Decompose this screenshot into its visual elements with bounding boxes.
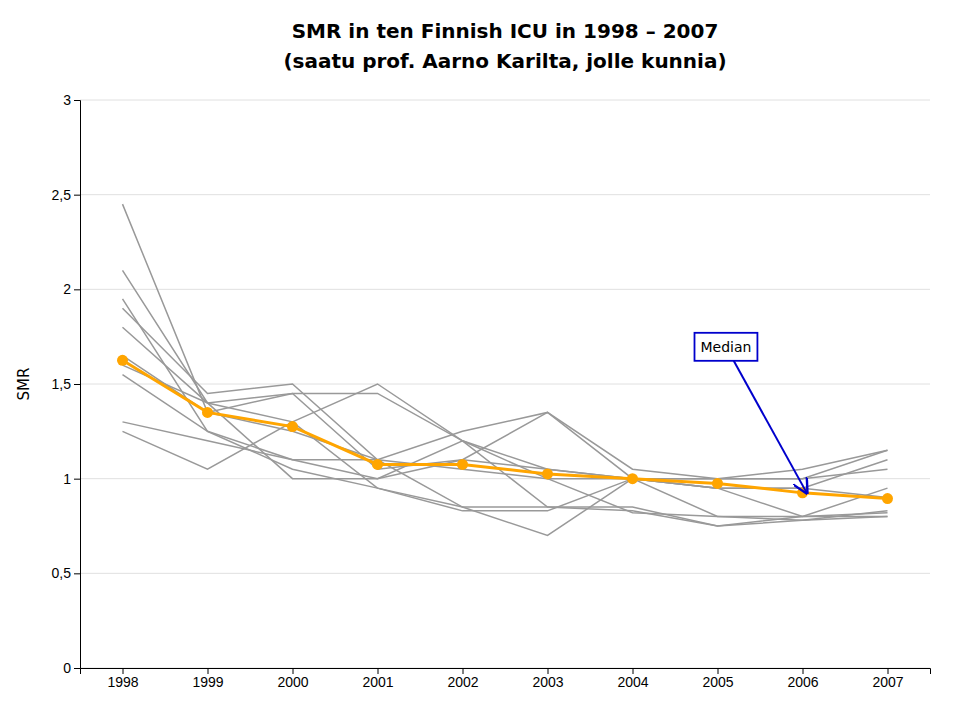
- grid-line: [80, 384, 930, 385]
- x-tick-label: 2001: [362, 674, 393, 690]
- x-axis: 1998 1999 2000 2001 2002 2003 2004 2005 2006 2007: [81, 668, 931, 690]
- grid-line: [80, 194, 930, 195]
- y-tick-label: 0,5: [52, 565, 72, 581]
- x-tick: 2005: [702, 668, 733, 690]
- x-tick-label: 1998: [107, 674, 138, 690]
- median-marker: [882, 493, 893, 504]
- x-tick-label: 2002: [447, 674, 478, 690]
- y-tick-mark: [74, 573, 80, 574]
- icu-line: [123, 422, 888, 526]
- median-marker: [117, 355, 128, 366]
- x-tick: 2003: [532, 668, 563, 690]
- y-tick: 0,5: [52, 565, 80, 581]
- icu-line: [123, 270, 888, 526]
- x-tick-label: 2005: [702, 674, 733, 690]
- x-tick-label: 2007: [872, 674, 903, 690]
- annotation-text: Median: [701, 339, 752, 355]
- median-marker: [287, 421, 298, 432]
- x-tick-label: 1999: [192, 674, 223, 690]
- median-marker: [457, 459, 468, 470]
- plot-area: [117, 204, 893, 535]
- y-tick-mark: [74, 100, 80, 101]
- grid-line: [80, 573, 930, 574]
- y-axis-title: SMR: [15, 368, 33, 401]
- x-tick: 2001: [362, 668, 393, 690]
- icu-line: [123, 308, 888, 497]
- y-tick: 2,5: [52, 187, 80, 203]
- x-tick: 2007: [872, 668, 903, 690]
- median-marker: [712, 478, 723, 489]
- x-tick-label: 2004: [617, 674, 648, 690]
- y-tick-label: 1,5: [52, 376, 72, 392]
- icu-line: [123, 375, 888, 479]
- median-marker: [372, 459, 383, 470]
- annotation: Median: [695, 333, 807, 493]
- median-marker: [542, 468, 553, 479]
- y-tick: 2: [63, 281, 80, 297]
- x-tick: 2004: [617, 668, 648, 690]
- x-tick: 2002: [447, 668, 478, 690]
- x-tick: 2006: [787, 668, 818, 690]
- y-tick: 0: [63, 660, 80, 676]
- y-tick: 1: [63, 471, 80, 487]
- title: SMR in ten Finnish ICU in 1998 – 2007: [292, 19, 719, 43]
- x-tick-label: 2003: [532, 674, 563, 690]
- subtitle: (saatu prof. Aarno Karilta, jolle kunnia…: [283, 49, 726, 73]
- median-line: [123, 360, 888, 498]
- y-tick-mark: [74, 384, 80, 385]
- y-tick-mark: [74, 479, 80, 480]
- y-tick: 1,5: [52, 376, 80, 392]
- x-tick: 2000: [277, 668, 308, 690]
- icu-line: [123, 365, 888, 516]
- annotation-box: [695, 333, 758, 361]
- annotation-arrow: [734, 361, 807, 493]
- y-tick-label: 0: [63, 660, 71, 676]
- x-tick: 1999: [192, 668, 223, 690]
- y-tick-label: 2,5: [52, 187, 72, 203]
- grid-line: [80, 100, 930, 101]
- grid-line: [80, 289, 930, 290]
- median-marker: [627, 473, 638, 484]
- x-tick-label: 2006: [787, 674, 818, 690]
- y-tick: 3: [63, 92, 80, 108]
- x-tick-label: 2000: [277, 674, 308, 690]
- icu-line: [123, 327, 888, 478]
- icu-line: [123, 299, 888, 536]
- y-axis: 0 0,5 1 1,5 2 2,5 3: [52, 92, 81, 676]
- icu-line: [123, 204, 888, 479]
- y-tick-mark: [74, 289, 80, 290]
- y-axis-line: [74, 101, 81, 669]
- y-tick-label: 3: [63, 92, 71, 108]
- x-tick: 1998: [107, 668, 138, 690]
- y-tick-mark: [74, 195, 80, 196]
- y-tick-label: 2: [63, 281, 71, 297]
- chart: 1998 1999 2000 2001 2002 2003 2004 2005 2006 2007…: [0, 0, 960, 718]
- grid: [80, 100, 930, 668]
- y-tick-mark: [74, 668, 80, 669]
- median-marker: [202, 407, 213, 418]
- y-tick-label: 1: [63, 471, 71, 487]
- icu-line: [123, 384, 888, 520]
